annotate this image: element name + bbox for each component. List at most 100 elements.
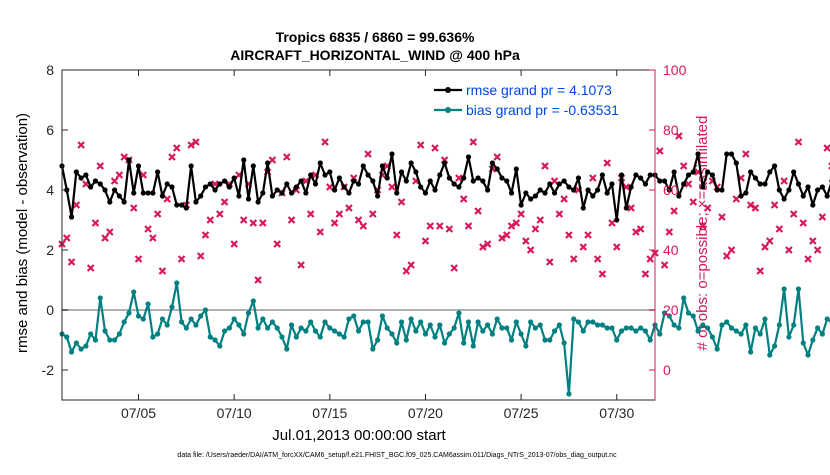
obs-marker-stroke (359, 222, 368, 230)
obs-marker-stroke (670, 207, 678, 215)
obs-marker-stroke (742, 150, 750, 158)
bias-point (336, 331, 342, 337)
bias-point (614, 337, 620, 343)
bias-point (231, 316, 237, 322)
rmse-point (150, 190, 156, 196)
bias-point (647, 337, 653, 343)
obs-marker-stroke (464, 222, 473, 230)
bias-point (623, 325, 629, 331)
obs-marker-stroke (297, 261, 305, 269)
rmse-point (791, 169, 797, 175)
bias-point (657, 331, 663, 337)
rmse-point (413, 169, 419, 175)
rmse-point (604, 190, 610, 196)
bias-point (824, 316, 830, 322)
obs-marker (718, 213, 726, 221)
bias-point (771, 343, 778, 349)
obs-marker-stroke (722, 252, 731, 260)
rmse-point (762, 181, 768, 187)
rmse-point (379, 163, 386, 169)
obs-marker (546, 258, 554, 266)
obs-marker (149, 234, 157, 242)
obs-marker-stroke (134, 255, 143, 263)
rmse-point (365, 172, 371, 178)
rmse-point (370, 178, 376, 184)
bias-point (427, 322, 433, 328)
rmse-point (408, 160, 414, 166)
rmse-point (537, 187, 543, 193)
obs-marker (115, 171, 124, 179)
obs-marker-stroke (593, 255, 602, 263)
rmse-point (183, 205, 189, 211)
bias-point (351, 313, 357, 319)
rmse-point (255, 199, 261, 205)
obs-marker-stroke (603, 159, 611, 167)
rmse-point (824, 193, 830, 199)
obs-marker (464, 222, 473, 230)
rmse-point (174, 202, 180, 208)
rmse-point (131, 190, 137, 196)
rmse-point (451, 181, 457, 187)
bias-point (116, 331, 122, 337)
obs-marker (397, 198, 406, 206)
rmse-point (322, 172, 328, 178)
rmse-point (709, 172, 715, 178)
obs-marker (555, 210, 564, 218)
rmse-point (135, 163, 142, 169)
obs-marker-stroke (479, 243, 487, 251)
rmse-point (384, 175, 390, 181)
bias-point (88, 331, 94, 337)
bias-point (585, 319, 591, 325)
obs-marker-stroke (512, 219, 521, 227)
bias-point (456, 310, 462, 316)
rmse-point (504, 178, 510, 184)
bias-point (92, 337, 99, 343)
obs-marker (502, 231, 511, 239)
bias-point (676, 325, 682, 331)
obs-marker (598, 270, 607, 278)
bias-point (542, 337, 548, 343)
obs-marker (129, 204, 138, 212)
bias-point (499, 325, 505, 331)
rmse-point (633, 172, 639, 178)
obs-marker-stroke (775, 225, 784, 233)
rmse-point (657, 178, 663, 184)
obs-marker-stroke (163, 195, 171, 203)
obs-marker (742, 150, 750, 158)
obs-marker-stroke (627, 204, 635, 212)
bias-point (394, 340, 400, 346)
obs-marker-stroke (196, 252, 205, 260)
bias-point (590, 319, 596, 325)
obs-marker (177, 255, 186, 263)
bias-point (140, 316, 146, 322)
bias-point (748, 349, 754, 355)
obs-marker (813, 246, 822, 254)
bias-point (480, 328, 486, 334)
rmse-point (638, 175, 644, 181)
obs-marker (780, 177, 788, 185)
obs-marker (91, 219, 100, 227)
bias-point (236, 322, 242, 328)
legend-label: bias grand pr = -0.63531 (466, 102, 619, 118)
obs-marker-stroke (823, 144, 830, 152)
obs-marker-stroke (144, 225, 152, 233)
bias-point (800, 340, 806, 346)
rmse-point (121, 199, 127, 205)
rmse-point (198, 193, 204, 199)
obs-marker-stroke (397, 198, 406, 206)
rmse-point (159, 193, 166, 199)
obs-marker-stroke (546, 258, 554, 266)
obs-marker-stroke (326, 183, 334, 191)
obs-marker (526, 246, 535, 254)
bias-series-line (61, 281, 830, 396)
rmse-point (269, 193, 276, 199)
y-tick-label-left: 6 (46, 122, 54, 138)
obs-marker (134, 255, 143, 263)
obs-marker (603, 159, 611, 167)
obs-marker-stroke (641, 270, 650, 278)
obs-marker-stroke (751, 204, 760, 212)
obs-marker-stroke (507, 222, 516, 230)
rmse-point (695, 151, 701, 157)
bias-point (566, 391, 572, 397)
rmse-point (609, 181, 615, 187)
